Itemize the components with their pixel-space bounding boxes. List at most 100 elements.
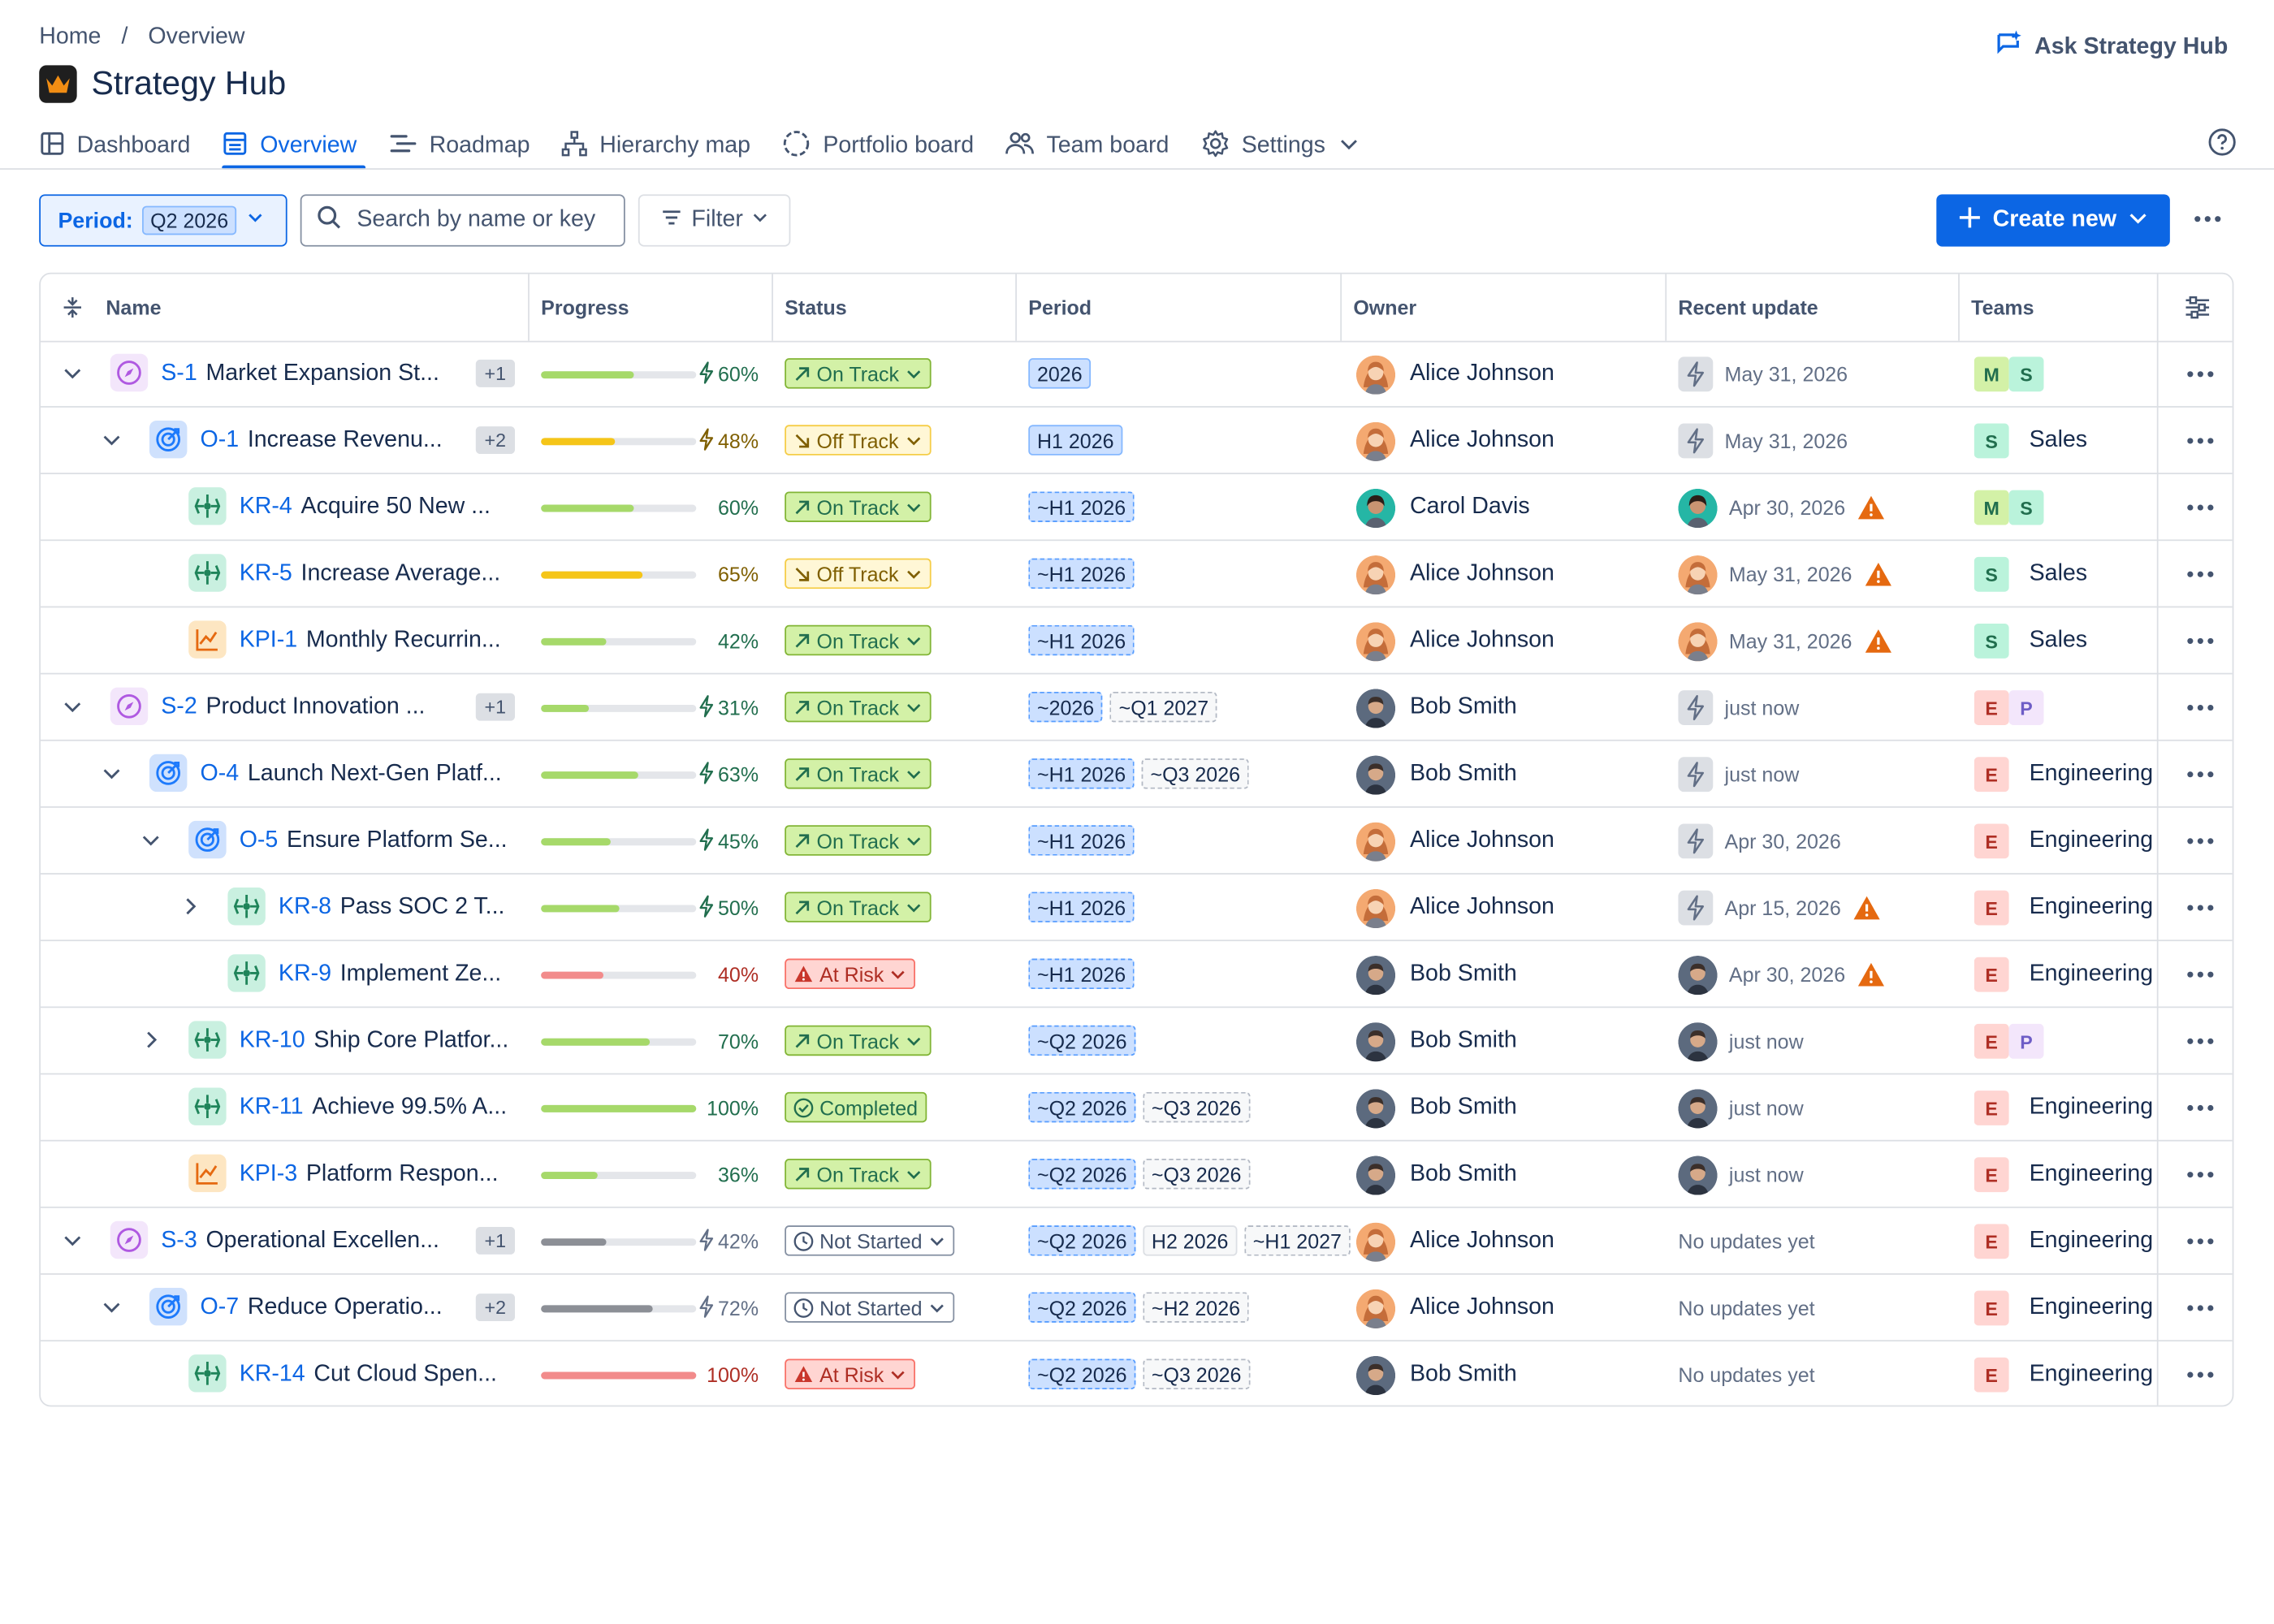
item-key[interactable]: KR-8 [278,894,332,920]
owner-cell[interactable]: Carol Davis [1355,474,1530,541]
period-chip[interactable]: ~H2 2026 [1143,1292,1249,1323]
period-chip[interactable]: ~Q2 2026 [1028,1091,1136,1123]
recent-update-cell[interactable]: just now [1678,741,1799,808]
owner-cell[interactable]: Bob Smith [1355,941,1517,1008]
status-badge[interactable]: Off Track [785,425,931,456]
period-chip[interactable]: H1 2026 [1028,425,1123,456]
recent-update-cell[interactable]: just now [1678,1142,1804,1208]
status-badge[interactable]: On Track [785,758,932,789]
row-more-icon[interactable] [2185,629,2216,660]
teams-cell[interactable]: E Engineering [1974,1208,2160,1275]
status-badge[interactable]: On Track [785,491,932,522]
row-more-icon[interactable] [2185,1096,2216,1127]
status-badge[interactable]: Off Track [785,558,931,590]
chevron-down-icon[interactable] [61,361,84,385]
chevron-down-icon[interactable] [100,1295,123,1319]
teams-cell[interactable]: E Engineering [1974,1341,2160,1406]
tab-hierarchy-map[interactable]: Hierarchy map [562,125,750,169]
item-key[interactable]: KR-11 [239,1095,304,1120]
row-more-icon[interactable] [2185,1230,2216,1261]
table-row[interactable]: KR-5 Increase Average... 65% Off Track ~H1 2… [41,541,2233,608]
owner-cell[interactable]: Alice Johnson [1355,808,1554,875]
period-chip[interactable]: ~H1 2026 [1028,558,1135,590]
expand-collapse-all-icon[interactable] [41,274,105,341]
teams-cell[interactable]: S Sales [1974,607,2160,674]
item-name[interactable]: KR-9 Implement Ze... [279,941,501,1008]
period-chip[interactable]: H2 2026 [1143,1225,1238,1256]
owner-cell[interactable]: Alice Johnson [1355,607,1554,674]
search-input[interactable] [353,205,621,235]
row-more-icon[interactable] [2185,1297,2216,1328]
breadcrumb-current[interactable]: Overview [148,24,245,50]
teams-cell[interactable]: E Engineering [1974,875,2160,941]
period-chip[interactable]: ~Q3 2026 [1143,1358,1251,1389]
tab-settings[interactable]: Settings [1201,125,1360,169]
teams-cell[interactable]: S Sales [1974,408,2160,474]
chevron-right-icon[interactable] [139,1028,162,1052]
recent-update-cell[interactable]: No updates yet [1678,1341,1814,1406]
row-more-icon[interactable] [2185,762,2216,793]
period-chip[interactable]: ~H1 2026 [1028,958,1135,990]
teams-cell[interactable]: E Engineering [1974,741,2160,808]
help-icon[interactable] [2207,127,2237,164]
ask-strategy-hub-button[interactable]: Ask Strategy Hub [1994,29,2228,66]
column-header-progress[interactable]: Progress [541,296,629,319]
column-header-teams[interactable]: Teams [1971,296,2034,319]
row-more-icon[interactable] [2185,963,2216,994]
linked-count-badge[interactable]: +2 [475,1294,515,1322]
filter-button[interactable]: Filter [638,194,791,247]
row-more-icon[interactable] [2185,696,2216,727]
item-key[interactable]: O-4 [200,761,240,787]
period-chip[interactable]: ~Q2 2026 [1028,1159,1136,1190]
recent-update-cell[interactable]: No updates yet [1678,1275,1814,1341]
period-chip[interactable]: ~H1 2026 [1028,825,1135,856]
item-key[interactable]: KR-4 [239,495,292,520]
owner-cell[interactable]: Bob Smith [1355,1341,1517,1406]
status-badge[interactable]: On Track [785,825,932,856]
period-chip[interactable]: ~Q3 2026 [1143,1159,1251,1190]
item-key[interactable]: KPI-3 [239,1161,298,1186]
period-chip[interactable]: ~H1 2027 [1244,1225,1351,1256]
period-chip[interactable]: 2026 [1028,358,1092,389]
item-name[interactable]: O-4 Launch Next-Gen Platf... [200,741,501,808]
status-badge[interactable]: On Track [785,892,932,922]
status-badge[interactable]: At Risk [785,1358,916,1389]
table-row[interactable]: O-1 Increase Revenu... +2 48% Off Track H1 20… [41,408,2233,475]
item-name[interactable]: KPI-3 Platform Respon... [240,1142,499,1208]
item-key[interactable]: O-7 [200,1294,240,1320]
period-selector[interactable]: Period: Q2 2026 [39,194,287,247]
period-chip[interactable]: ~Q2 2026 [1028,1292,1136,1323]
recent-update-cell[interactable]: Apr 30, 2026 [1678,941,1886,1008]
owner-cell[interactable]: Alice Johnson [1355,1275,1554,1341]
recent-update-cell[interactable]: just now [1678,1074,1804,1141]
table-row[interactable]: KR-10 Ship Core Platfor... 70% On Track ~Q2 … [41,1008,2233,1075]
linked-count-badge[interactable]: +1 [475,359,515,387]
recent-update-cell[interactable]: just now [1678,1008,1804,1074]
item-key[interactable]: KR-10 [239,1028,305,1053]
teams-cell[interactable]: E Engineering [1974,941,2160,1008]
column-header-recent-update[interactable]: Recent update [1678,296,1818,319]
tab-dashboard[interactable]: Dashboard [39,125,190,169]
chevron-down-icon[interactable] [100,428,123,451]
chevron-down-icon[interactable] [61,694,84,718]
linked-count-badge[interactable]: +2 [475,426,515,455]
table-row[interactable]: KPI-1 Monthly Recurrin... 42% On Track ~H1 2… [41,607,2233,675]
table-row[interactable]: KR-9 Implement Ze... 40% At Risk ~H1 2026 Bob… [41,941,2233,1009]
row-more-icon[interactable] [2185,830,2216,861]
period-chip[interactable]: ~H1 2026 [1028,758,1135,789]
column-settings-icon[interactable] [2159,274,2233,341]
chevron-down-icon[interactable] [61,1229,84,1252]
owner-cell[interactable]: Bob Smith [1355,674,1517,741]
table-row[interactable]: KR-8 Pass SOC 2 T... 50% On Track ~H1 2026 Al… [41,875,2233,942]
row-more-icon[interactable] [2185,563,2216,594]
item-name[interactable]: KR-14 Cut Cloud Spen... [240,1341,497,1406]
recent-update-cell[interactable]: just now [1678,674,1799,741]
table-row[interactable]: O-4 Launch Next-Gen Platf... 63% On Track ~H… [41,741,2233,808]
table-row[interactable]: S-1 Market Expansion St... +1 60% On Track 20… [41,341,2233,408]
item-name[interactable]: O-5 Ensure Platform Se... [240,808,508,875]
owner-cell[interactable]: Bob Smith [1355,1008,1517,1074]
item-key[interactable]: O-1 [200,427,240,453]
owner-cell[interactable]: Bob Smith [1355,1142,1517,1208]
